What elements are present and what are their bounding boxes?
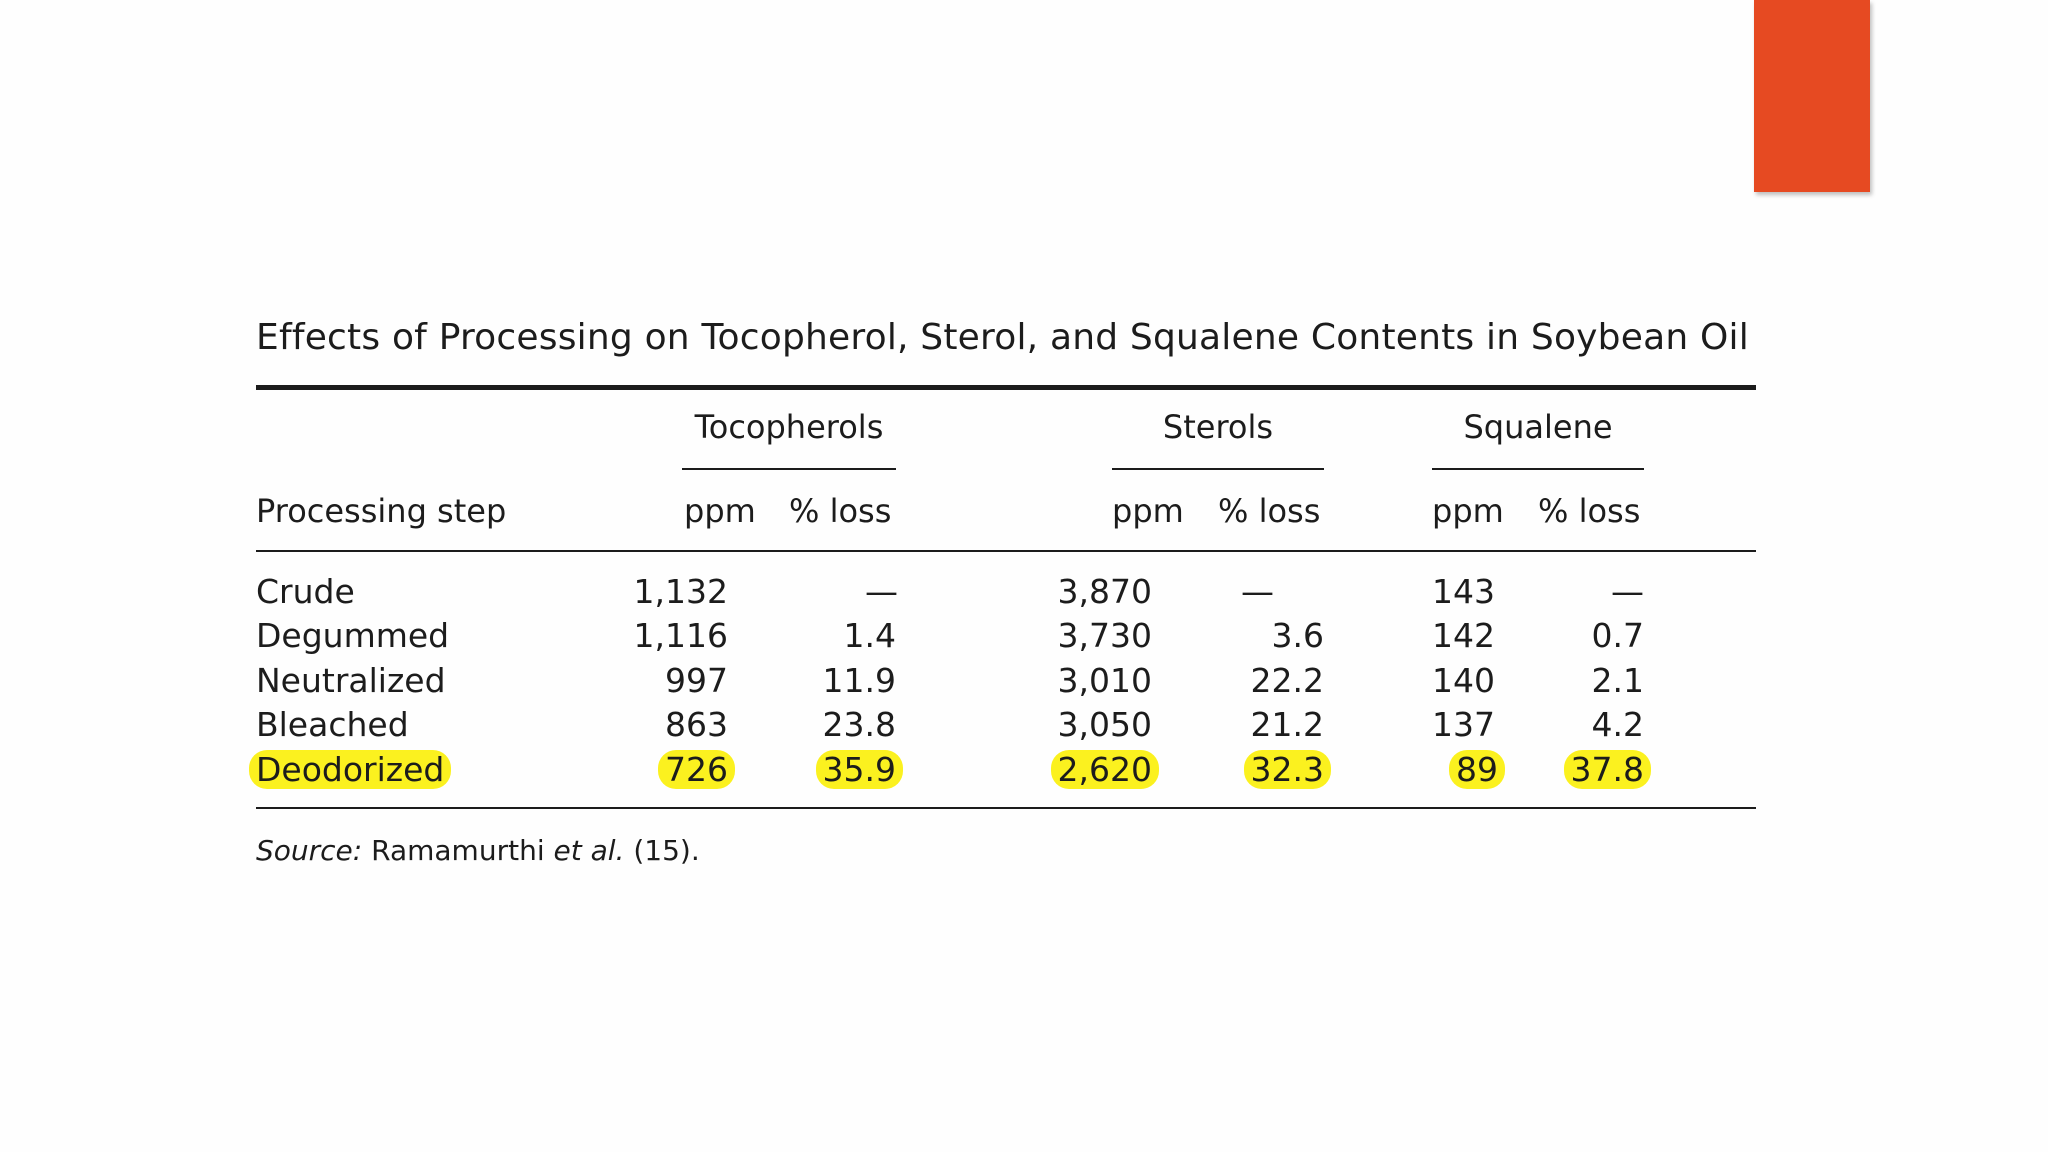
tocopherols-ppm: 1,132 xyxy=(633,572,728,611)
tocopherols-loss: 11.9 xyxy=(822,661,896,700)
sterols-ppm: 3,870 xyxy=(1057,572,1152,611)
squalene-loss: — xyxy=(1611,572,1644,611)
sterols-ppm: 2,620 xyxy=(1050,748,1159,792)
table-row: Bleached 863 3,050 137 23.8 21.2 4.2 xyxy=(256,703,1756,747)
bottom-rule xyxy=(256,807,1756,809)
sterols-loss: 32.3 xyxy=(1243,748,1331,792)
col-header-squalene-loss: % loss xyxy=(1538,492,1641,530)
row-step: Bleached xyxy=(256,705,409,744)
col-header-tocopherols-loss: % loss xyxy=(789,492,892,530)
highlight-mark: 35.9 xyxy=(815,750,903,789)
tocopherols-loss: 1.4 xyxy=(843,616,896,655)
tocopherols-ppm: 997 xyxy=(665,661,728,700)
col-header-tocopherols-ppm: ppm xyxy=(684,492,756,530)
table-row: Degummed 1,116 3,730 142 1.4 3.6 0.7 xyxy=(256,614,1756,658)
col-header-processing-step: Processing step xyxy=(256,492,507,530)
squalene-ppm: 89 xyxy=(1449,748,1505,792)
sterols-loss: 3.6 xyxy=(1271,616,1324,655)
highlight-mark: 726 xyxy=(658,750,735,789)
group-header-squalene: Squalene xyxy=(1463,408,1613,446)
tocopherols-ppm: 1,116 xyxy=(633,616,728,655)
squalene-loss: 0.7 xyxy=(1591,616,1644,655)
squalene-ppm: 142 xyxy=(1432,616,1495,655)
table-row: Crude 1,132 3,870 143 — — — xyxy=(256,570,1756,614)
tocopherols-loss: 35.9 xyxy=(815,748,903,792)
table-row-highlighted: Deodorized 726 2,620 89 35.9 32.3 37.8 xyxy=(249,748,1756,792)
sterols-ppm: 3,010 xyxy=(1057,661,1152,700)
squalene-loss: 37.8 xyxy=(1563,748,1651,792)
squalene-ppm: 137 xyxy=(1432,705,1495,744)
highlight-mark: 89 xyxy=(1449,750,1505,789)
row-step: Degummed xyxy=(256,616,450,655)
row-step: Crude xyxy=(256,572,355,611)
tocopherols-ppm: 726 xyxy=(658,748,735,792)
highlight-mark: 32.3 xyxy=(1243,750,1331,789)
sterols-loss: — xyxy=(1241,572,1274,611)
source-ref: (15). xyxy=(633,834,700,867)
sterols-ppm: 3,050 xyxy=(1057,705,1152,744)
row-step: Deodorized xyxy=(249,748,452,792)
highlight-mark: 37.8 xyxy=(1563,750,1651,789)
squalene-loss: 4.2 xyxy=(1591,705,1644,744)
squalene-ppm: 140 xyxy=(1432,661,1495,700)
table-row: Neutralized 997 3,010 140 11.9 22.2 2.1 xyxy=(256,659,1756,703)
source-label: Source: xyxy=(256,834,363,867)
table-title: Effects of Processing on Tocopherol, Ste… xyxy=(256,317,1749,358)
group-underline-tocopherols xyxy=(682,468,896,470)
col-header-squalene-ppm: ppm xyxy=(1432,492,1504,530)
source-etal: et al. xyxy=(553,834,625,867)
squalene-ppm: 143 xyxy=(1432,572,1495,611)
group-underline-sterols xyxy=(1112,468,1324,470)
sterols-ppm: 3,730 xyxy=(1057,616,1152,655)
squalene-loss: 2.1 xyxy=(1591,661,1644,700)
top-rule xyxy=(256,385,1756,390)
sterols-loss: 22.2 xyxy=(1250,661,1324,700)
group-header-sterols: Sterols xyxy=(1162,408,1274,446)
accent-bar xyxy=(1754,0,1870,192)
group-underline-squalene xyxy=(1432,468,1644,470)
source-note: Source: Ramamurthi et al. (15). xyxy=(256,830,700,872)
header-rule xyxy=(256,550,1756,552)
sterols-loss: 21.2 xyxy=(1250,705,1324,744)
tocopherols-ppm: 863 xyxy=(665,705,728,744)
source-author: Ramamurthi xyxy=(371,834,545,867)
group-header-tocopherols: Tocopherols xyxy=(694,408,884,446)
row-step: Neutralized xyxy=(256,661,446,700)
col-header-sterols-ppm: ppm xyxy=(1112,492,1184,530)
col-header-sterols-loss: % loss xyxy=(1218,492,1321,530)
highlight-mark: 2,620 xyxy=(1050,750,1159,789)
tocopherols-loss: 23.8 xyxy=(822,705,896,744)
highlight-mark: Deodorized xyxy=(249,750,452,789)
tocopherols-loss: — xyxy=(865,572,898,611)
